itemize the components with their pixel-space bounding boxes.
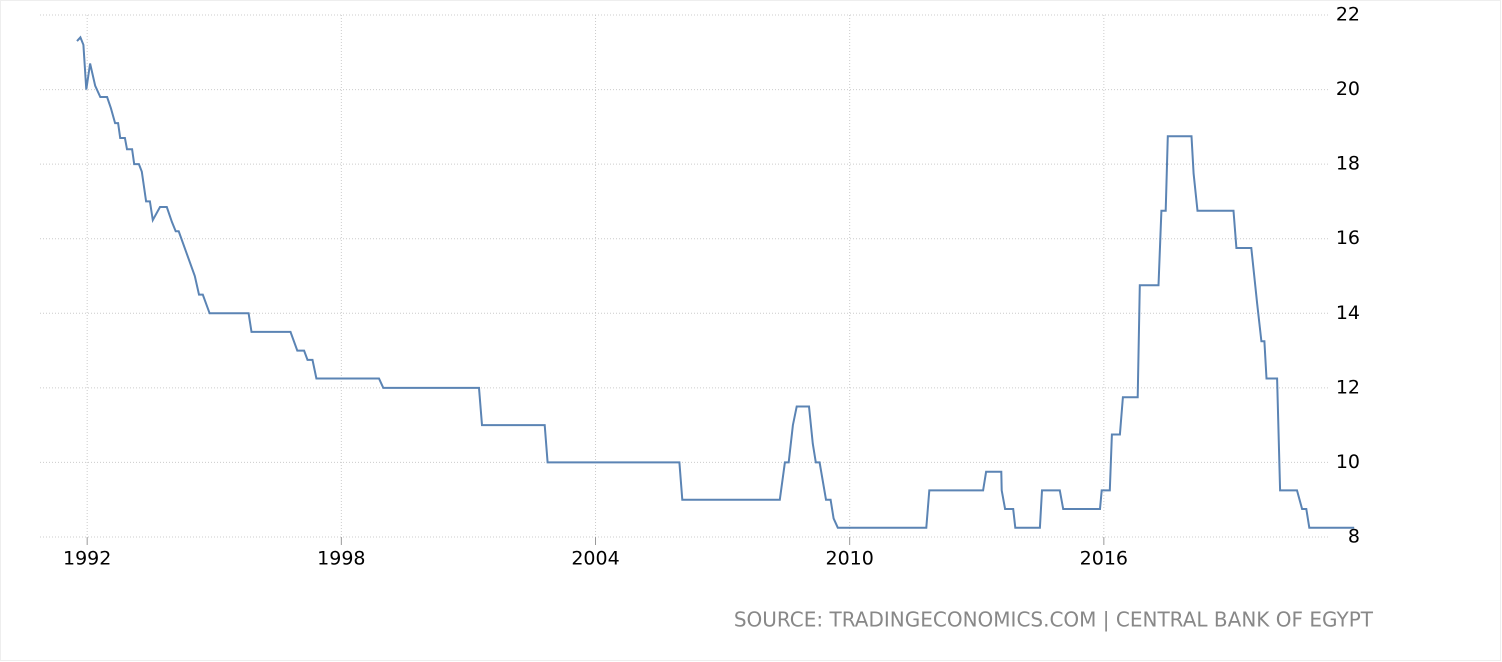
x-tick-label: 2010 bbox=[825, 548, 873, 570]
y-tick-label: 14 bbox=[1336, 302, 1360, 324]
y-tick-label: 10 bbox=[1336, 451, 1360, 473]
source: SOURCE: TRADINGECONOMICS.COM | CENTRAL B… bbox=[734, 608, 1374, 632]
y-tick-label: 22 bbox=[1336, 4, 1360, 26]
y-tick-label: 20 bbox=[1336, 78, 1360, 100]
x-tick-label: 1992 bbox=[63, 548, 111, 570]
x-tick-label: 2016 bbox=[1080, 548, 1128, 570]
y-tick-label: 18 bbox=[1336, 153, 1360, 175]
x-tick-label: 2004 bbox=[571, 548, 619, 570]
y-tick-label: 12 bbox=[1336, 376, 1360, 398]
y-tick-label: 16 bbox=[1336, 227, 1360, 249]
x-tick-label: 1998 bbox=[317, 548, 365, 570]
line bbox=[76, 35, 1355, 529]
y-tick-label: 8 bbox=[1348, 526, 1360, 548]
